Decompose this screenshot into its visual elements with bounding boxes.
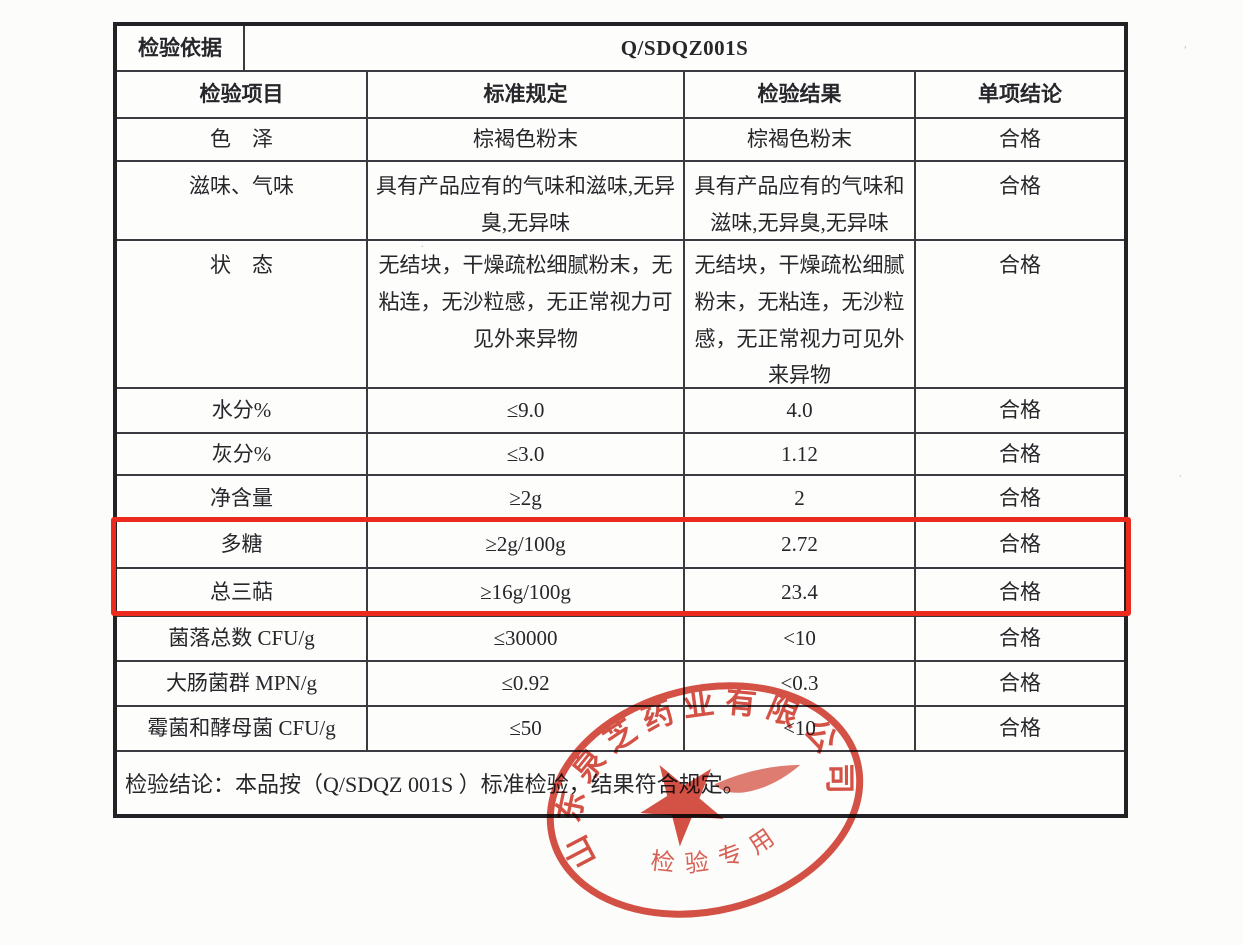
stamp-ink-smear	[714, 764, 801, 793]
stamp-arc-text: 山东泉芝药业有限公司	[526, 655, 866, 876]
cell-conclusion: 合格	[999, 579, 1041, 604]
column-header-row: 检验项目 标准规定 检验结果 单项结论	[117, 72, 1124, 119]
cell-result: 无结块，干燥疏松细腻粉末，无粘连，无沙粒感，无正常视力可见外来异物	[685, 241, 916, 387]
cell-result: 1.12	[685, 434, 916, 474]
table-row-moisture: 水分% ≤9.0 4.0 合格	[117, 389, 1124, 434]
stamp-bottom-text: 检验专用	[643, 815, 793, 891]
cell-result: 棕褐色粉末	[685, 119, 916, 160]
scan-speck: ·	[1178, 470, 1183, 485]
table-row-taste-odor: 滋味、气味 具有产品应有的气味和滋味,无异臭,无异味 具有产品应有的气味和滋味,…	[117, 162, 1124, 241]
inspection-report-table: 检验依据 Q/SDQZ001S 检验项目 标准规定 检验结果 单项结论 色 泽 …	[113, 22, 1128, 818]
table-row-triterpene: 总三萜 ≥16g/100g 23.4 合格	[117, 569, 1124, 617]
table-row-ash: 灰分% ≤3.0 1.12 合格	[117, 434, 1124, 476]
cell-item: 大肠菌群 MPN/g	[117, 662, 368, 705]
cell-standard: 无结块，干燥疏松细腻粉末，无粘连，无沙粒感，无正常视力可见外来异物	[368, 241, 685, 387]
cell-item: 净含量	[117, 476, 368, 520]
cell-conclusion: 合格	[999, 127, 1041, 152]
table-row-polysaccharide: 多糖 ≥2g/100g 2.72 合格	[117, 522, 1124, 569]
cell-conclusion: 合格	[999, 532, 1041, 557]
cell-standard: 具有产品应有的气味和滋味,无异臭,无异味	[368, 162, 685, 239]
table-row-net-content: 净含量 ≥2g 2 合格	[117, 476, 1124, 522]
cell-conclusion: 合格	[999, 253, 1041, 277]
cell-item: 霉菌和酵母菌 CFU/g	[117, 707, 368, 750]
cell-result: 2	[685, 476, 916, 520]
cell-conclusion: 合格	[999, 716, 1041, 741]
cell-conclusion: 合格	[999, 485, 1041, 510]
basis-label: 检验依据	[117, 26, 245, 70]
svg-text:山东泉芝药业有限公司: 山东泉芝药业有限公司	[526, 655, 866, 876]
cell-standard: ≥2g/100g	[368, 522, 685, 567]
cell-conclusion: 合格	[999, 174, 1041, 198]
company-stamp: 山东泉芝药业有限公司 检验专用	[526, 655, 866, 918]
cell-result: 具有产品应有的气味和滋味,无异臭,无异味	[685, 162, 916, 239]
cell-standard: ≤30000	[368, 617, 685, 660]
cell-result: 23.4	[685, 569, 916, 615]
cell-result: 4.0	[685, 389, 916, 432]
cell-item: 滋味、气味	[117, 162, 368, 239]
cell-item: 状 态	[117, 241, 368, 387]
basis-value: Q/SDQZ001S	[620, 35, 749, 60]
cell-standard: ≤3.0	[368, 434, 685, 474]
cell-standard: ≤0.92	[368, 662, 685, 705]
cell-item: 灰分%	[117, 434, 368, 474]
basis-row: 检验依据 Q/SDQZ001S	[117, 26, 1124, 72]
cell-item: 菌落总数 CFU/g	[117, 617, 368, 660]
conclusion-text: 检验结论：本品按（Q/SDQZ 001S ）标准检验，结果符合规定。	[125, 772, 745, 797]
stamp-star-icon	[640, 765, 724, 847]
column-header-conclusion: 单项结论	[978, 82, 1062, 107]
column-header-result: 检验结果	[685, 72, 916, 117]
conclusion-row: 检验结论：本品按（Q/SDQZ 001S ）标准检验，结果符合规定。	[117, 752, 1124, 814]
cell-standard: ≥2g	[368, 476, 685, 520]
table-row-color: 色 泽 棕褐色粉末 棕褐色粉末 合格	[117, 119, 1124, 162]
cell-standard: ≥16g/100g	[368, 569, 685, 615]
cell-result: 2.72	[685, 522, 916, 567]
cell-standard: ≤50	[368, 707, 685, 750]
scan-speck: ·	[420, 240, 425, 255]
column-header-item: 检验项目	[117, 72, 368, 117]
cell-item: 总三萜	[117, 569, 368, 615]
cell-result: <10	[685, 707, 916, 750]
cell-item: 水分%	[117, 389, 368, 432]
table-row-total-colony: 菌落总数 CFU/g ≤30000 <10 合格	[117, 617, 1124, 662]
cell-conclusion: 合格	[999, 398, 1041, 423]
table-row-state: 状 态 无结块，干燥疏松细腻粉末，无粘连，无沙粒感，无正常视力可见外来异物 无结…	[117, 241, 1124, 389]
scan-speck: '	[1184, 44, 1187, 59]
cell-item: 多糖	[117, 522, 368, 567]
cell-conclusion: 合格	[999, 626, 1041, 651]
cell-result: <10	[685, 617, 916, 660]
table-row-mold-yeast: 霉菌和酵母菌 CFU/g ≤50 <10 合格	[117, 707, 1124, 752]
cell-conclusion: 合格	[999, 671, 1041, 696]
cell-standard: ≤9.0	[368, 389, 685, 432]
cell-item: 色 泽	[117, 119, 368, 160]
stamp-ellipse	[546, 682, 864, 918]
cell-conclusion: 合格	[999, 441, 1041, 466]
cell-standard: 棕褐色粉末	[368, 119, 685, 160]
column-header-standard: 标准规定	[368, 72, 685, 117]
svg-text:检验专用: 检验专用	[643, 815, 793, 891]
